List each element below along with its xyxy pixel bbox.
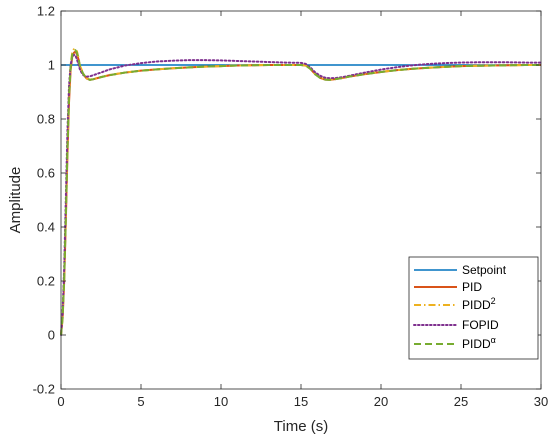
- legend-entry: PIDDα: [462, 335, 496, 351]
- legend-entry: FOPID: [462, 318, 499, 332]
- series-line-pidd-: [60, 49, 541, 336]
- x-tick-label: 25: [454, 394, 468, 409]
- x-axis-label: Time (s): [274, 418, 328, 435]
- y-tick-label: 0: [48, 328, 55, 343]
- legend-entry: PID: [462, 280, 482, 294]
- tick-labels: 0 5 10 15 20 25 30-0.200.20.40.60.811.2: [33, 4, 549, 410]
- y-tick-label: -0.2: [33, 382, 55, 397]
- y-tick-label: 0.2: [37, 274, 55, 289]
- legend-entry: PIDD2: [462, 296, 496, 312]
- x-tick-label: 5: [137, 394, 144, 409]
- x-tick-label: 30: [534, 394, 548, 409]
- series-layer: [60, 47, 542, 336]
- x-tick-label: 20: [374, 394, 388, 409]
- legend-box: [408, 256, 539, 360]
- x-tick-label: 0: [57, 394, 64, 409]
- series-line-fopid: [60, 53, 542, 336]
- y-tick-label: 1: [48, 58, 55, 73]
- legend: Setpoint PID PIDD2 FOPID PIDDα: [408, 256, 539, 360]
- x-tick-label: 10: [214, 394, 228, 409]
- x-tick-label: 15: [294, 394, 308, 409]
- y-tick-label: 0.8: [37, 112, 55, 127]
- y-tick-label: 0.6: [37, 166, 55, 181]
- y-tick-label: 0.4: [37, 220, 55, 235]
- y-tick-label: 1.2: [37, 4, 55, 19]
- axes: [60, 10, 542, 390]
- legend-entry: Setpoint: [462, 263, 507, 277]
- y-axis-label: Amplitude: [7, 167, 24, 234]
